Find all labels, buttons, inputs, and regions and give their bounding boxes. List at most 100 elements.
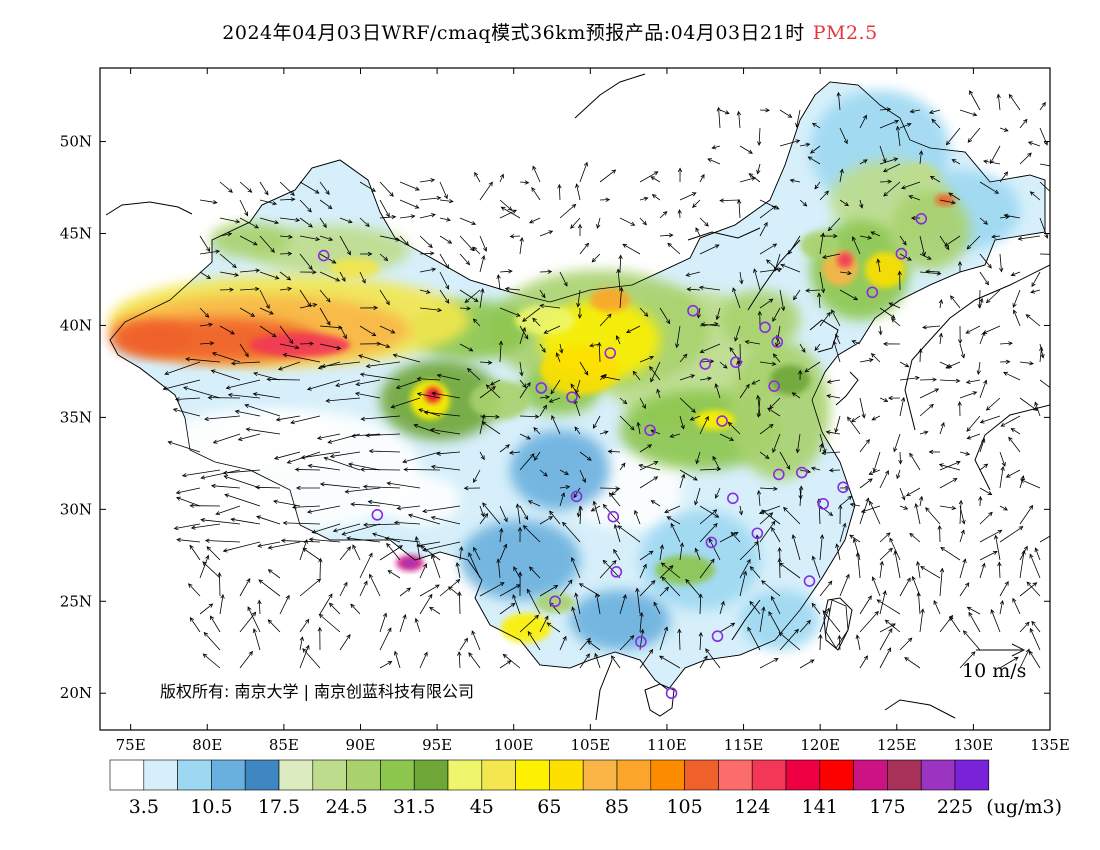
wind-arrow-head bbox=[707, 158, 713, 163]
wind-arrow-shaft bbox=[424, 411, 461, 417]
wind-arrow-head bbox=[385, 212, 390, 218]
wind-arrow-shaft bbox=[347, 537, 381, 543]
wind-arrow-shaft bbox=[1019, 119, 1028, 129]
wind-arrow-shaft bbox=[679, 415, 685, 429]
wind-arrow-head bbox=[271, 333, 277, 338]
wind-arrow-head bbox=[822, 254, 827, 259]
wind-arrow-head bbox=[622, 243, 628, 248]
wind-arrow-shaft bbox=[402, 451, 441, 463]
colorbar-label: 105 bbox=[666, 796, 702, 818]
wind-arrow-shaft bbox=[1019, 582, 1037, 597]
wind-arrow-head bbox=[909, 532, 914, 538]
wind-arrow-head bbox=[809, 659, 815, 664]
wind-arrow-shaft bbox=[279, 288, 292, 291]
wind-arrow-head bbox=[308, 537, 314, 542]
wind-arrow-head bbox=[341, 531, 347, 536]
wind-arrow-head bbox=[724, 110, 730, 115]
wind-arrow-head bbox=[431, 554, 436, 560]
colorbar-label: 225 bbox=[937, 796, 973, 818]
wind-arrow-shaft bbox=[664, 505, 681, 513]
wind-arrow-head bbox=[512, 594, 517, 599]
wind-arrow-head bbox=[288, 234, 293, 239]
wind-arrow-shaft bbox=[429, 606, 441, 615]
wind-arrow-shaft bbox=[379, 216, 396, 219]
wind-arrow-shaft bbox=[479, 505, 485, 517]
wind-arrow-shaft bbox=[499, 660, 512, 669]
wind-arrow-head bbox=[498, 340, 504, 346]
wind-arrow-shaft bbox=[320, 483, 361, 489]
wind-arrow-shaft bbox=[859, 397, 865, 418]
wind-arrow-shaft bbox=[1019, 505, 1033, 525]
wind-arrow-head bbox=[570, 224, 575, 229]
wind-arrow-shaft bbox=[379, 181, 394, 197]
wind-arrow-head bbox=[328, 602, 334, 608]
wind-arrow-head bbox=[466, 367, 472, 373]
wind-arrow-head bbox=[189, 616, 195, 622]
wind-arrow-shaft bbox=[758, 490, 761, 507]
wind-arrow-head bbox=[962, 558, 967, 564]
wind-arrow-head bbox=[694, 547, 699, 553]
wind-arrow-head bbox=[594, 592, 600, 598]
field-blob bbox=[740, 590, 820, 650]
wind-arrow-shaft bbox=[879, 628, 893, 651]
wind-arrow-shaft bbox=[559, 492, 565, 507]
wind-arrow-head bbox=[868, 478, 873, 483]
wind-arrow-head bbox=[208, 603, 214, 608]
wind-arrow-head bbox=[510, 602, 516, 608]
wind-arrow-shaft bbox=[1011, 428, 1021, 435]
wind-arrow-head bbox=[436, 373, 442, 378]
wind-arrow-head bbox=[568, 579, 573, 585]
wind-arrow-shaft bbox=[299, 235, 320, 240]
wind-arrow-shaft bbox=[268, 569, 281, 579]
wind-arrow-shaft bbox=[747, 627, 761, 651]
wind-arrow-shaft bbox=[415, 536, 421, 561]
wind-arrow-head bbox=[423, 563, 427, 569]
wind-arrow-shaft bbox=[399, 215, 415, 219]
wind-arrow-head bbox=[865, 438, 870, 444]
wind-arrow-shaft bbox=[899, 637, 913, 651]
wind-arrow-head bbox=[810, 466, 816, 471]
wind-arrow-head bbox=[987, 491, 993, 496]
wind-arrow-head bbox=[761, 509, 767, 514]
wind-arrow-head bbox=[714, 493, 719, 499]
wind-arrow-head bbox=[698, 593, 703, 599]
wind-arrow-shaft bbox=[1030, 191, 1041, 201]
wind-arrow-shaft bbox=[940, 547, 961, 561]
wind-arrow-head bbox=[712, 455, 717, 461]
wind-arrow-shaft bbox=[499, 199, 512, 211]
wind-arrow-head bbox=[844, 201, 849, 207]
wind-arrow-shaft bbox=[889, 302, 901, 309]
wind-arrow-shaft bbox=[319, 289, 331, 303]
wind-arrow-shaft bbox=[806, 289, 821, 292]
wind-arrow-head bbox=[590, 507, 596, 512]
wind-arrow-shaft bbox=[259, 307, 274, 315]
wind-arrow-head bbox=[173, 525, 179, 531]
wind-arrow-shaft bbox=[1039, 127, 1048, 146]
wind-arrow-head bbox=[546, 622, 552, 627]
wind-arrow-shaft bbox=[1039, 379, 1050, 388]
wind-arrow-head bbox=[871, 416, 877, 421]
field-blob bbox=[330, 258, 380, 278]
wind-arrow-head bbox=[817, 292, 822, 298]
wind-arrow-head bbox=[983, 379, 988, 385]
wind-arrow-head bbox=[1027, 141, 1033, 146]
station-marker bbox=[604, 347, 617, 359]
wind-arrow-shaft bbox=[899, 361, 909, 368]
wind-arrow-shaft bbox=[999, 656, 1019, 669]
wind-arrow-shaft bbox=[385, 537, 421, 543]
station-marker bbox=[570, 490, 583, 503]
wind-arrow-head bbox=[251, 611, 257, 617]
wind-arrow-head bbox=[795, 122, 800, 128]
wind-arrow-shaft bbox=[991, 235, 1001, 238]
station-marker bbox=[535, 382, 548, 394]
wind-arrow-shaft bbox=[699, 558, 715, 579]
wind-arrow-head bbox=[938, 298, 944, 304]
wind-arrow-head bbox=[675, 343, 680, 349]
wind-arrow-shaft bbox=[712, 145, 721, 149]
wind-arrow-shaft bbox=[639, 217, 647, 226]
wind-arrow-shaft bbox=[471, 630, 481, 651]
wind-arrow-head bbox=[940, 422, 945, 427]
wind-arrow-head bbox=[407, 513, 413, 518]
wind-arrow-shaft bbox=[168, 441, 201, 453]
